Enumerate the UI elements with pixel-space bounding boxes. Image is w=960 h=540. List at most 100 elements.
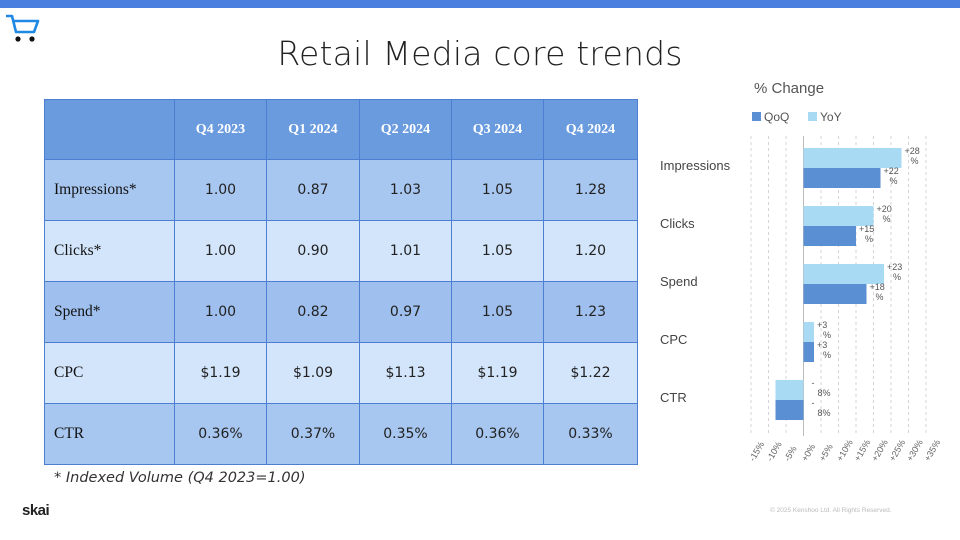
table-cell: $1.13 xyxy=(359,342,452,404)
table-cell: 1.05 xyxy=(451,159,544,221)
table-row: CPC $1.19 $1.09 $1.13 $1.19 $1.22 xyxy=(44,342,638,404)
x-tick-label: -15% xyxy=(747,440,766,463)
category-label: CPC xyxy=(660,332,687,347)
table-cell: 0.36% xyxy=(174,403,267,465)
yoy-bar xyxy=(803,206,874,226)
row-label: Clicks* xyxy=(44,220,175,282)
table-cell: 1.00 xyxy=(174,281,267,343)
table-cell: 1.23 xyxy=(543,281,638,343)
category-label: Spend xyxy=(660,274,698,289)
yoy-data-label: % xyxy=(893,272,901,282)
row-label: Spend* xyxy=(44,281,175,343)
table-row: CTR 0.36% 0.37% 0.35% 0.36% 0.33% xyxy=(44,403,638,465)
trends-table: Q4 2023 Q1 2024 Q2 2024 Q3 2024 Q4 2024 … xyxy=(44,99,638,465)
category-label: CTR xyxy=(660,390,687,405)
table-cell: 1.00 xyxy=(174,220,267,282)
table-cell: 0.87 xyxy=(266,159,360,221)
table-cell: 1.20 xyxy=(543,220,638,282)
yoy-bar xyxy=(803,264,884,284)
slide-title: Retail Media core trends xyxy=(277,34,683,73)
row-label: CTR xyxy=(44,403,175,465)
yoy-data-label: % xyxy=(823,330,831,340)
table-cell: 0.33% xyxy=(543,403,638,465)
qoq-bar xyxy=(803,168,881,188)
column-header: Q1 2024 xyxy=(266,99,360,160)
yoy-data-label: - xyxy=(812,378,815,388)
row-label: Impressions* xyxy=(44,159,175,221)
legend-swatch xyxy=(752,112,761,121)
table-cell: 0.37% xyxy=(266,403,360,465)
legend-label: YoY xyxy=(820,110,842,124)
copyright: © 2025 Kenshoo Ltd. All Rights Reserved. xyxy=(770,507,892,514)
table-cell: 1.28 xyxy=(543,159,638,221)
yoy-bar xyxy=(775,380,804,400)
table-cell: 0.36% xyxy=(451,403,544,465)
qoq-data-label: % xyxy=(865,234,873,244)
shopping-cart-icon xyxy=(6,14,40,42)
qoq-data-label: - xyxy=(812,398,815,408)
qoq-data-label: +3 xyxy=(817,340,827,350)
column-header xyxy=(44,99,175,160)
table-cell: 1.03 xyxy=(359,159,452,221)
table-cell: 0.90 xyxy=(266,220,360,282)
x-tick-label: +20% xyxy=(870,438,890,463)
qoq-data-label: +15 xyxy=(859,224,874,234)
skai-logo: skai xyxy=(22,502,50,519)
qoq-data-label: % xyxy=(823,350,831,360)
table-cell: $1.19 xyxy=(451,342,544,404)
legend-swatch xyxy=(808,112,817,121)
yoy-data-label: +23 xyxy=(887,262,902,272)
yoy-data-label: % xyxy=(883,214,891,224)
x-tick-label: +30% xyxy=(905,438,925,463)
x-tick-label: +35% xyxy=(922,438,942,463)
x-tick-label: +25% xyxy=(887,438,907,463)
yoy-bar xyxy=(803,322,814,342)
table-cell: 0.35% xyxy=(359,403,452,465)
column-header: Q3 2024 xyxy=(451,99,544,160)
x-tick-label: +10% xyxy=(835,438,855,463)
qoq-data-label: +18 xyxy=(870,282,885,292)
chart-title: % Change xyxy=(754,80,824,97)
category-label: Impressions xyxy=(660,158,731,173)
legend-label: QoQ xyxy=(764,110,789,124)
x-tick-label: +15% xyxy=(852,438,872,463)
x-tick-label: +0% xyxy=(800,442,818,463)
yoy-bar xyxy=(803,148,902,168)
qoq-data-label: +22 xyxy=(884,166,899,176)
table-cell: 1.01 xyxy=(359,220,452,282)
qoq-bar xyxy=(803,284,867,304)
x-tick-label: +5% xyxy=(817,442,835,463)
table-row: Spend* 1.00 0.82 0.97 1.05 1.23 xyxy=(44,281,638,343)
category-label: Clicks xyxy=(660,216,695,231)
yoy-data-label: % xyxy=(911,156,919,166)
table-cell: 0.97 xyxy=(359,281,452,343)
table-cell: $1.09 xyxy=(266,342,360,404)
qoq-bar xyxy=(803,226,856,246)
qoq-data-label: % xyxy=(876,292,884,302)
qoq-data-label: % xyxy=(890,176,898,186)
x-tick-label: -5% xyxy=(782,444,799,463)
table-cell: 1.00 xyxy=(174,159,267,221)
table-row: Impressions* 1.00 0.87 1.03 1.05 1.28 xyxy=(44,159,638,221)
table-cell: 0.82 xyxy=(266,281,360,343)
column-header: Q4 2024 xyxy=(543,99,638,160)
footnote: * Indexed Volume (Q4 2023=1.00) xyxy=(54,470,306,486)
top-accent-bar xyxy=(0,0,960,8)
qoq-bar xyxy=(803,342,814,362)
yoy-data-label: +20 xyxy=(877,204,892,214)
column-header: Q4 2023 xyxy=(174,99,267,160)
yoy-data-label: +3 xyxy=(817,320,827,330)
row-label: CPC xyxy=(44,342,175,404)
table-cell: $1.22 xyxy=(543,342,638,404)
table-cell: 1.05 xyxy=(451,281,544,343)
table-cell: 1.05 xyxy=(451,220,544,282)
table-cell: $1.19 xyxy=(174,342,267,404)
qoq-bar xyxy=(775,400,804,420)
x-tick-label: -10% xyxy=(765,440,784,463)
table-header-row: Q4 2023 Q1 2024 Q2 2024 Q3 2024 Q4 2024 xyxy=(44,99,638,160)
qoq-data-label: 8% xyxy=(818,408,831,418)
column-header: Q2 2024 xyxy=(359,99,452,160)
table-row: Clicks* 1.00 0.90 1.01 1.05 1.20 xyxy=(44,220,638,282)
yoy-data-label: +28 xyxy=(905,146,920,156)
